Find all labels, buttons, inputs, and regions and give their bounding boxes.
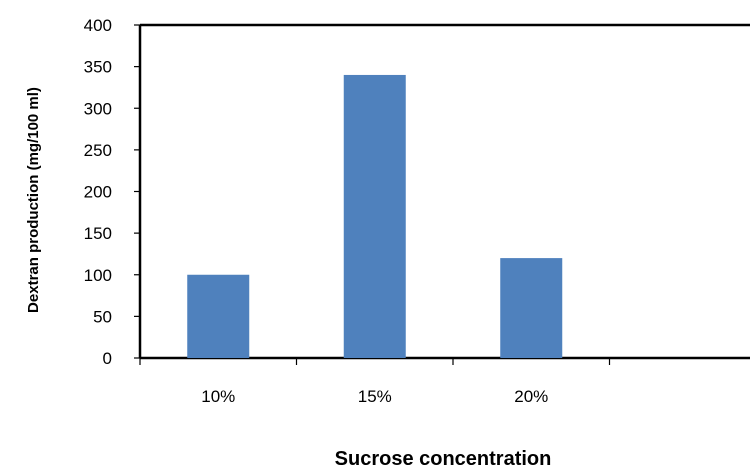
bar [187, 274, 250, 358]
x-axis-title: Sucrose concentration [335, 448, 552, 466]
y-tick-label: 300 [84, 99, 112, 118]
y-tick-label: 350 [84, 58, 112, 77]
y-axis: 0 50 100 150 200 250 300 350 400 [84, 16, 140, 368]
y-tick-label: 250 [84, 141, 112, 160]
y-tick-label: 200 [84, 183, 112, 202]
y-tick-label: 400 [84, 16, 112, 35]
x-tick-label: 15% [358, 387, 392, 406]
y-tick-label: 50 [93, 307, 112, 326]
bar-series [187, 74, 563, 358]
y-axis-title: Dextran production (mg/100 ml) [25, 87, 42, 313]
bar [343, 74, 406, 358]
bar [500, 258, 563, 358]
y-tick-label: 100 [84, 266, 112, 285]
x-tick-label: 20% [514, 387, 548, 406]
y-tick-label: 0 [103, 349, 112, 368]
x-axis: 10% 15% 20% [139, 358, 611, 406]
y-tick-label: 150 [84, 224, 112, 243]
x-tick-label: 10% [201, 387, 235, 406]
